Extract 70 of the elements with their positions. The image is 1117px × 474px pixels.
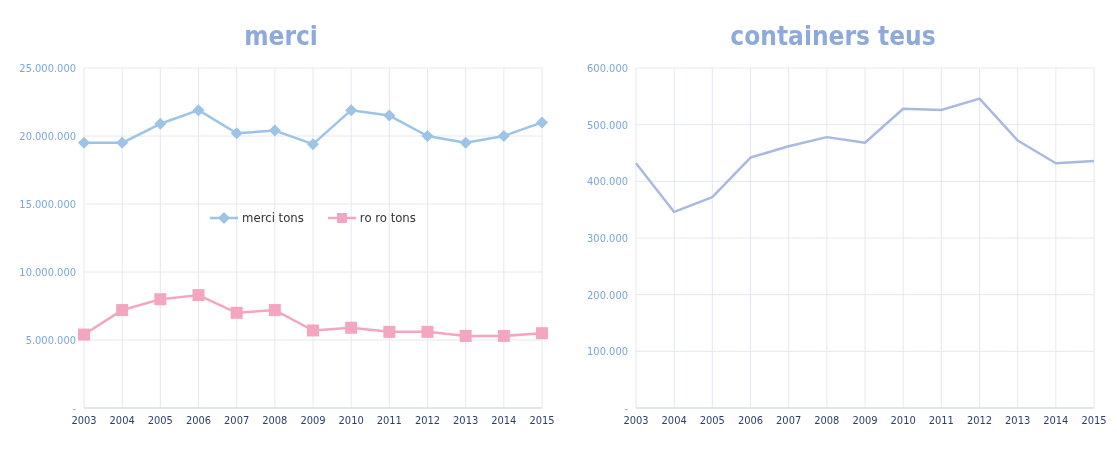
point (307, 138, 319, 151)
point (383, 109, 396, 122)
point (536, 327, 548, 340)
point (154, 293, 167, 306)
y-tick-label: 20.000.000 (19, 129, 76, 143)
point (459, 329, 472, 342)
x-tick-label: 2007 (224, 413, 250, 427)
x-tick-label: 2012 (966, 413, 993, 427)
x-tick-label: 2014 (1043, 413, 1069, 427)
x-tick-label: 2005 (699, 413, 725, 427)
point (154, 117, 167, 130)
point (192, 289, 205, 302)
point (383, 325, 396, 338)
point (307, 324, 319, 337)
x-tick-label: 2003 (623, 413, 649, 427)
point (116, 136, 129, 149)
x-tick-label: 2012 (414, 413, 441, 427)
y-tick-label: 15.000.000 (19, 197, 76, 211)
point (497, 130, 510, 142)
y-tick-label: 100.000 (587, 345, 628, 359)
x-tick-label: 2006 (737, 413, 764, 427)
x-tick-label: 2011 (376, 413, 402, 427)
y-tick-label: 500.000 (587, 118, 628, 132)
chart-title: containers teus (729, 20, 937, 53)
x-tick-label: 2006 (185, 413, 212, 427)
x-tick-label: 2003 (71, 413, 97, 427)
legend-label: ro ro tons (359, 210, 416, 225)
x-tick-label: 2010 (338, 413, 364, 427)
x-tick-label: 2005 (147, 413, 173, 427)
x-tick-label: 2015 (1081, 413, 1107, 427)
x-tick-label: 2014 (491, 413, 517, 427)
x-tick-label: 2015 (529, 413, 555, 427)
y-tick-label: - (624, 401, 629, 415)
y-tick-label: - (72, 401, 77, 415)
point (230, 127, 243, 140)
x-tick-label: 2004 (661, 413, 687, 427)
point (230, 306, 243, 319)
y-tick-label: 5.000.000 (25, 333, 76, 347)
point (421, 325, 434, 338)
x-tick-label: 2007 (776, 413, 802, 427)
point (116, 304, 129, 317)
point (78, 328, 90, 341)
point (497, 329, 510, 342)
x-tick-label: 2009 (852, 413, 878, 427)
point (345, 321, 358, 334)
x-tick-label: 2010 (890, 413, 916, 427)
y-tick-label: 300.000 (587, 231, 628, 245)
y-tick-label: 600.000 (587, 61, 628, 75)
x-tick-label: 2004 (109, 413, 135, 427)
y-tick-label: 25.000.000 (19, 61, 76, 75)
x-tick-label: 2009 (300, 413, 326, 427)
point (192, 104, 205, 117)
y-tick-label: 200.000 (587, 288, 628, 302)
point (345, 104, 358, 117)
x-tick-label: 2011 (928, 413, 954, 427)
x-tick-label: 2008 (262, 413, 288, 427)
point (268, 304, 281, 317)
point (268, 124, 281, 137)
point (78, 136, 90, 149)
y-tick-label: 400.000 (587, 175, 628, 189)
x-tick-label: 2013 (453, 413, 479, 427)
point (421, 130, 434, 142)
x-tick-label: 2008 (814, 413, 840, 427)
y-tick-label: 10.000.000 (19, 265, 76, 279)
point (536, 116, 548, 129)
x-tick-label: 2013 (1005, 413, 1031, 427)
point (459, 136, 472, 149)
chart-title: merci (243, 20, 319, 53)
legend-label: merci tons (242, 210, 304, 225)
line-series (634, 97, 1096, 214)
